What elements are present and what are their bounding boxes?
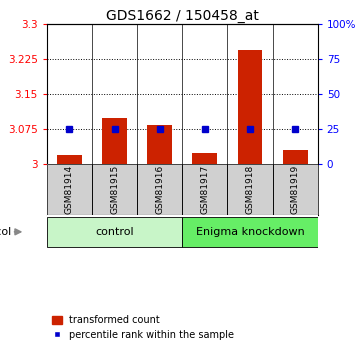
Bar <box>283 150 308 164</box>
Bar <box>57 155 82 164</box>
Text: control: control <box>95 227 134 237</box>
Text: protocol: protocol <box>0 227 12 237</box>
Bar <box>92 164 137 215</box>
Text: GSM81914: GSM81914 <box>65 165 74 214</box>
Bar <box>192 152 217 164</box>
Bar <box>102 118 127 164</box>
Title: GDS1662 / 150458_at: GDS1662 / 150458_at <box>106 9 259 23</box>
Bar <box>182 217 318 247</box>
Bar <box>137 164 182 215</box>
Bar <box>47 217 182 247</box>
Bar <box>273 164 318 215</box>
Bar <box>238 50 262 164</box>
Text: GSM81915: GSM81915 <box>110 165 119 214</box>
Text: GSM81919: GSM81919 <box>291 165 300 214</box>
Text: GSM81918: GSM81918 <box>245 165 255 214</box>
Bar <box>47 164 92 215</box>
Text: GSM81917: GSM81917 <box>200 165 209 214</box>
Bar <box>182 164 227 215</box>
Bar <box>147 125 172 164</box>
Text: Enigma knockdown: Enigma knockdown <box>196 227 304 237</box>
Text: GSM81916: GSM81916 <box>155 165 164 214</box>
Bar <box>227 164 273 215</box>
Legend: transformed count, percentile rank within the sample: transformed count, percentile rank withi… <box>52 315 234 340</box>
